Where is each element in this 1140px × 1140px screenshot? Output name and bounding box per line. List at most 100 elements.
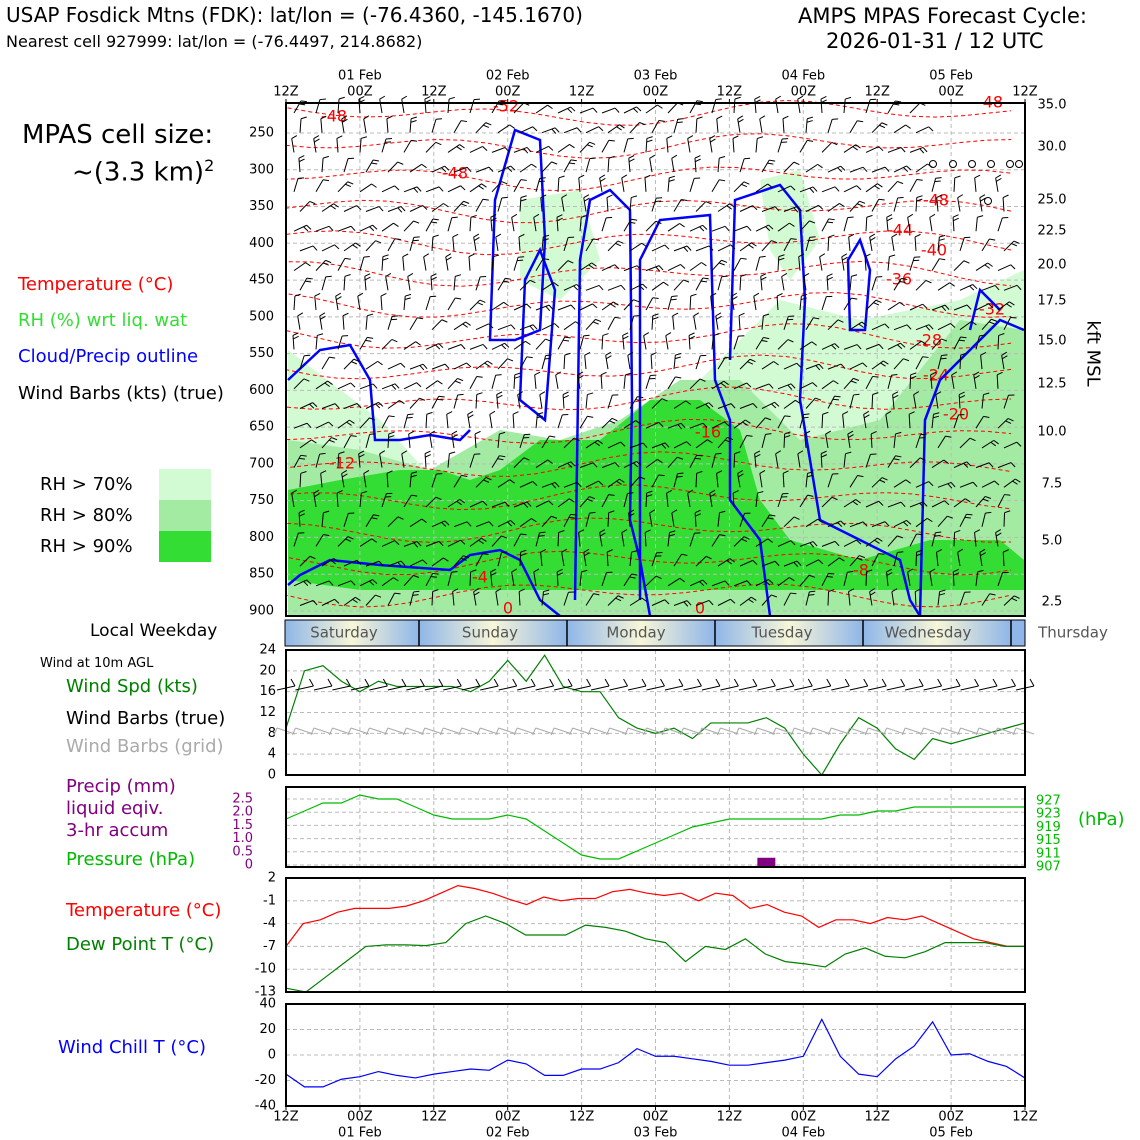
wind-barb-flag (954, 529, 961, 533)
wind-barb (782, 118, 785, 133)
wind-barb-flag (467, 414, 474, 419)
wind-barb (687, 493, 691, 508)
wind-barb (935, 394, 939, 409)
wind-barb-flag (842, 411, 849, 415)
wind-barb (601, 217, 607, 232)
pressure-tick-label: 911 (1036, 846, 1061, 861)
wind-barb (321, 244, 335, 252)
wind-barb (601, 107, 616, 114)
wind-barb (937, 515, 948, 528)
wind-barb (689, 224, 703, 232)
pressure-tick-label: 300 (249, 162, 274, 177)
bottom-time-tick-label: 12Z (717, 1110, 743, 1125)
wind-barb-flag (602, 333, 609, 336)
wind-barb-flag (916, 179, 923, 181)
wind-barb (695, 402, 709, 409)
temperature-contour (285, 354, 1012, 380)
wind-barb (535, 258, 544, 271)
wind-barb-flag (732, 490, 739, 494)
wind-barb-flag (694, 155, 701, 159)
wind-barb-flag (554, 323, 560, 329)
wind-barb-flag (874, 539, 880, 544)
wind-barb (887, 256, 890, 271)
pressure-line (285, 794, 1025, 860)
wind-barb (709, 493, 713, 508)
wind-barb (1002, 197, 1005, 212)
pressure-tick-label: 850 (249, 567, 274, 582)
wind-barb (799, 341, 813, 350)
wind-barb-flag (518, 588, 525, 592)
wind-barb (490, 217, 493, 232)
wind-barb-flag (985, 511, 992, 514)
wind-barb (821, 573, 829, 587)
wind-barb (733, 335, 739, 350)
wind-barb (754, 453, 757, 468)
wind-barb-flag (438, 186, 444, 192)
wind-barb-flag (615, 597, 622, 602)
pressure-tick-label: 650 (249, 420, 274, 435)
wind-barb-flag (342, 118, 348, 123)
wind-barb-flag (520, 195, 527, 199)
wind-barb-flag (859, 200, 866, 204)
wind-barb-flag (897, 535, 904, 539)
wind10m-true-barb-flag (937, 678, 943, 687)
wind10m-grid-barb (831, 727, 850, 735)
wind-barb-flag (828, 234, 835, 238)
temperature-contour (285, 199, 1012, 224)
wind-barb-flag (1016, 441, 1022, 447)
wind-barb-flag (438, 541, 444, 547)
wind-barb-flag (658, 422, 664, 427)
wind-barb-flag (796, 206, 802, 212)
wind-barb-flag (891, 233, 898, 238)
wind-barb (849, 521, 864, 528)
wind-barb (601, 572, 607, 586)
legend-wind-speed: Wind Spd (kts) (66, 676, 198, 697)
wind-barb-flag (925, 325, 931, 331)
wind-barb (321, 356, 330, 370)
wind-barb-flag (417, 317, 424, 320)
wind-barb-flag (388, 435, 395, 438)
wind-barb (739, 559, 753, 567)
wind-barb-flag (357, 292, 364, 297)
temperature-contour-label: -32 (979, 300, 1005, 319)
wind-barb (805, 237, 811, 252)
wind-barb-flag (990, 441, 996, 447)
wind-barb (871, 166, 886, 173)
wind10m-true-barb-flag (604, 678, 610, 687)
wind-barb (491, 256, 494, 271)
nearest-cell: Nearest cell 927999: lat/lon = (-76.4497… (6, 32, 423, 51)
wind-barb-flag (807, 139, 814, 142)
wind-barb-flag (809, 187, 815, 193)
wind-barb-flag (350, 382, 356, 388)
wind-barb-flag (957, 548, 964, 553)
wind-barb-flag (613, 301, 619, 306)
wind-barb-flag (588, 264, 594, 269)
wind-barb-flag (771, 403, 777, 409)
wind-barb (497, 552, 502, 567)
wind-barb (979, 552, 983, 567)
wind-barb-flag (455, 274, 462, 277)
wind-barb-flag (371, 162, 378, 165)
precip-tick-label: 0.5 (232, 844, 253, 859)
wind-barb-flag (939, 234, 946, 238)
wind-barb-flag (699, 226, 705, 232)
wind-barb-flag (720, 382, 726, 388)
wind-barb (291, 493, 295, 508)
wind10m-grid-barb-flag (458, 727, 463, 736)
wind-barb-flag (851, 274, 858, 277)
wind-barb (739, 435, 748, 449)
legend-cloud: Cloud/Precip outline (18, 346, 199, 367)
wind-barb (665, 335, 669, 350)
pressure-tick-label: 750 (249, 493, 274, 508)
wind10m-grid-barb (517, 727, 536, 735)
wind10m-grid-barb-flag (550, 727, 555, 736)
windchill-tick-label: 20 (259, 1022, 276, 1037)
wind-barb-flag (683, 246, 689, 253)
wind-barb (980, 355, 983, 370)
wind-barb-flag (713, 333, 720, 336)
wind-barb-flag (969, 437, 976, 442)
wind-barb (585, 319, 596, 331)
cell-size-line2: ~(3.3 km)2 (72, 156, 214, 188)
wind-barb-flag (803, 273, 810, 277)
wind-barb (673, 199, 682, 212)
